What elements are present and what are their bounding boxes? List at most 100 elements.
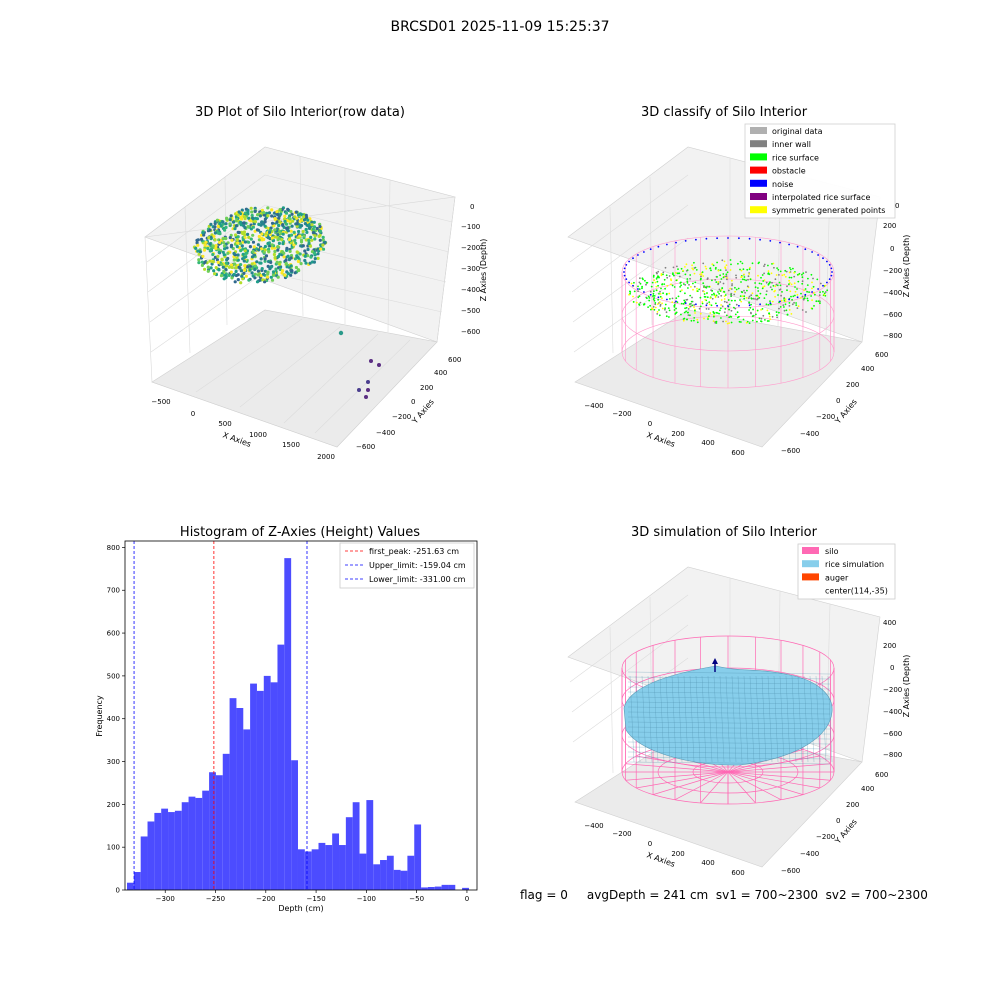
classify-point <box>715 311 718 314</box>
classify-point <box>723 260 726 263</box>
raw-point <box>229 270 233 274</box>
classify-point <box>793 301 795 304</box>
raw-point <box>249 237 253 241</box>
raw-point <box>270 246 274 250</box>
classify-point <box>711 279 713 282</box>
raw-point <box>273 256 277 260</box>
classify-point <box>722 273 725 275</box>
raw-point <box>290 269 294 273</box>
classify-point <box>689 277 691 280</box>
raw-point <box>253 229 257 233</box>
classify-point <box>727 289 730 292</box>
simulation-z-tick: 0 <box>890 664 894 672</box>
classify-point <box>658 292 660 295</box>
histogram-y-tick: 0 <box>116 887 120 895</box>
histogram-bar <box>243 729 251 890</box>
raw-point <box>237 210 241 214</box>
raw-point <box>209 222 213 226</box>
classify-point <box>722 320 724 323</box>
classify-point <box>659 290 661 293</box>
classify-z-tick: 0 <box>890 245 894 253</box>
raw-x-ticks: −500 0 500 1000 1500 2000 <box>151 398 335 461</box>
raw-point <box>237 230 241 235</box>
raw-point <box>233 280 237 284</box>
classify-point <box>693 261 695 264</box>
classify-y-tick: 400 <box>861 365 874 373</box>
classify-point <box>704 298 707 301</box>
raw-point <box>246 225 250 229</box>
classify-point <box>663 283 666 285</box>
histogram-bar <box>270 682 278 890</box>
raw-point <box>222 244 227 248</box>
classify-point <box>762 280 765 282</box>
classify-z-tick: 200 <box>883 222 896 230</box>
raw-point <box>302 234 306 238</box>
classify-point <box>789 267 791 269</box>
classify-point <box>637 296 640 299</box>
classify-point <box>794 290 797 293</box>
classify-point <box>653 308 656 311</box>
classify-point <box>756 309 759 312</box>
raw-point <box>316 252 320 256</box>
raw-point <box>263 259 267 263</box>
raw-point <box>273 228 277 232</box>
classify-point <box>691 296 693 299</box>
classify-point <box>748 322 751 324</box>
raw-point <box>235 256 239 260</box>
classify-point <box>759 292 762 295</box>
histogram-bar <box>188 796 196 890</box>
raw-point <box>318 229 323 233</box>
raw-point <box>265 275 270 279</box>
classify-point <box>654 281 657 284</box>
classify-point <box>788 302 791 304</box>
legend-label: Lower_limit: -331.00 cm <box>369 575 466 584</box>
classify-point <box>780 299 783 302</box>
raw-point <box>267 230 272 234</box>
classify-point <box>786 285 788 288</box>
classify-point <box>823 294 826 296</box>
raw-point <box>263 257 267 261</box>
classify-point <box>739 299 741 301</box>
classify-point <box>664 308 666 311</box>
raw-point <box>197 252 201 256</box>
histogram-x-tick: −50 <box>409 895 424 903</box>
raw-point <box>222 269 226 273</box>
raw-point <box>233 227 237 231</box>
legend-swatch <box>750 140 767 148</box>
classify-point <box>690 286 692 288</box>
raw-point <box>250 213 254 218</box>
raw-point <box>253 209 257 213</box>
raw-point <box>243 240 247 244</box>
classify-point <box>734 313 737 316</box>
histogram-bar <box>236 708 244 890</box>
panel-classify: 3D classify of Silo Interior −400 −200 0 <box>567 105 911 457</box>
raw-point <box>213 238 217 242</box>
histogram-bar <box>325 845 333 890</box>
simulation-y-tick: 200 <box>846 801 859 809</box>
raw-y-tick: 600 <box>448 356 461 364</box>
classify-point <box>681 289 683 291</box>
classify-point <box>723 298 726 300</box>
classify-point <box>751 262 754 265</box>
histogram-bar <box>209 772 216 890</box>
classify-point <box>673 304 676 307</box>
simulation-y-tick: −600 <box>781 867 800 875</box>
classify-point <box>769 286 772 288</box>
classify-point <box>689 274 692 276</box>
raw-point <box>242 259 246 263</box>
raw-point <box>241 252 245 256</box>
raw-point <box>296 259 300 263</box>
simulation-z-ticks: 400 200 0 −200 −400 −600 −800 <box>883 619 902 759</box>
raw-point <box>266 272 270 276</box>
classify-point <box>816 278 819 281</box>
classify-point <box>637 285 639 288</box>
classify-point <box>712 264 715 267</box>
classify-point <box>660 274 663 277</box>
raw-point <box>255 228 259 232</box>
classify-point <box>684 302 687 304</box>
raw-point <box>198 250 202 254</box>
classify-y-tick: −400 <box>800 430 819 438</box>
classify-point <box>735 274 737 277</box>
classify-point <box>723 300 726 303</box>
classify-point <box>711 263 714 266</box>
